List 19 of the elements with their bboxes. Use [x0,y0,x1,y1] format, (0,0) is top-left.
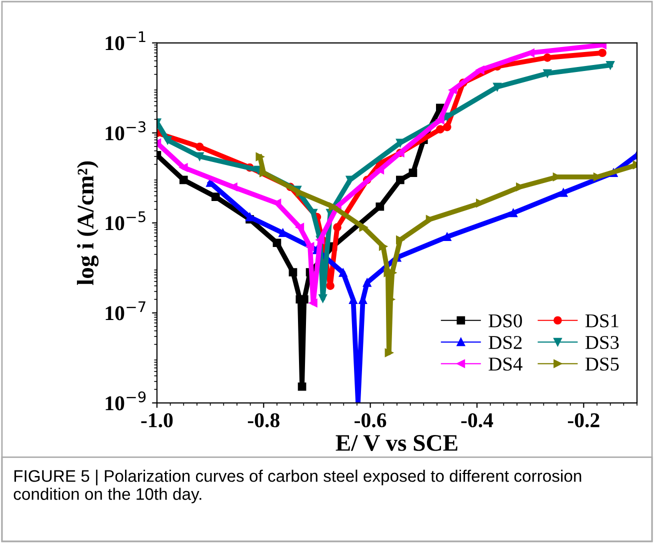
y-tick-label: 10$^{−5}$ [106,211,146,230]
x-tick-label: -0.2 [568,413,600,428]
y-tick-label: 10$^{−3}$ [106,121,146,140]
y-axis-title: log i (A/cm²) [76,161,99,285]
legend-label: DS2 [488,336,522,350]
caption: FIGURE 5 | Polarization curves of carbon steel exposed to different corrosion condition on the 10th day. [14,470,582,504]
y-tick-label: 10$^{−1}$ [106,31,146,50]
x-tick-label: -0.8 [248,413,280,428]
x-axis-title: E/ V vs SCE [336,435,458,452]
x-tick-label: -0.6 [354,413,386,428]
x-tick-label: -1.0 [141,413,173,428]
y-tick-label: 10$^{−7}$ [106,301,146,320]
x-tick-label: -0.4 [461,413,494,428]
legend-label: DS5 [585,358,619,371]
legend-label: DS1 [585,314,618,328]
y-tick-label: 10$^{−9}$ [106,391,146,410]
legend-label: DS4 [488,358,522,371]
legend-label: DS3 [585,336,619,350]
legend-label: DS0 [488,314,522,328]
